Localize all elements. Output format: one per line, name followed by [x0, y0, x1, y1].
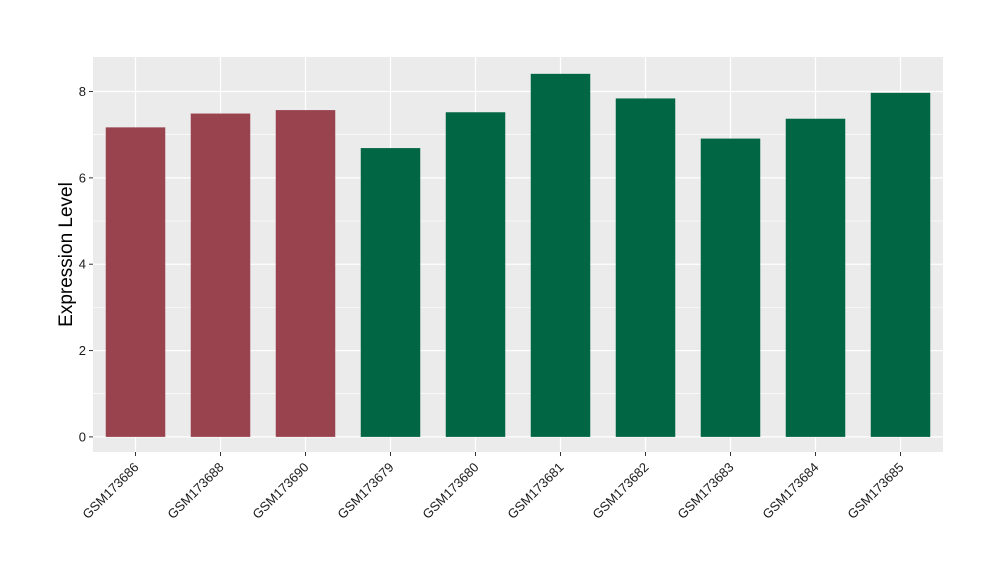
y-tick-label: 6 — [79, 170, 86, 185]
bars — [105, 73, 931, 437]
x-tick-label: GSM173690 — [249, 460, 311, 522]
x-tick-label: GSM173684 — [759, 460, 821, 522]
y-tick-label: 2 — [79, 343, 86, 358]
bar-GSM173688 — [190, 113, 251, 437]
y-axis-title: Expression Level — [56, 182, 77, 327]
bar-GSM173686 — [105, 127, 166, 437]
y-tick-label: 4 — [79, 257, 86, 272]
x-tick-label: GSM173685 — [844, 460, 906, 522]
x-tick-label: GSM173681 — [504, 460, 566, 522]
bar-GSM173680 — [445, 112, 506, 437]
x-tick-label: GSM173680 — [419, 460, 481, 522]
x-tick-label: GSM173688 — [164, 460, 226, 522]
bar-GSM173682 — [615, 98, 676, 437]
bar-GSM173685 — [870, 92, 931, 437]
bar-GSM173690 — [275, 110, 336, 437]
bar-GSM173683 — [700, 138, 761, 437]
x-tick-label: GSM173682 — [589, 460, 651, 522]
x-tick-label: GSM173679 — [334, 460, 396, 522]
x-tick-label: GSM173686 — [79, 460, 141, 522]
y-axis: 0 2 4 6 8 — [79, 84, 93, 444]
x-axis: GSM173686 GSM173688 GSM173690 GSM173679 GSM1… — [79, 452, 907, 522]
x-tick-label: GSM173683 — [674, 460, 736, 522]
bar-GSM173679 — [360, 148, 421, 437]
bar-GSM173681 — [530, 73, 591, 437]
y-tick-label: 0 — [79, 429, 86, 444]
bar-GSM173684 — [785, 118, 846, 437]
y-tick-label: 8 — [79, 84, 86, 99]
